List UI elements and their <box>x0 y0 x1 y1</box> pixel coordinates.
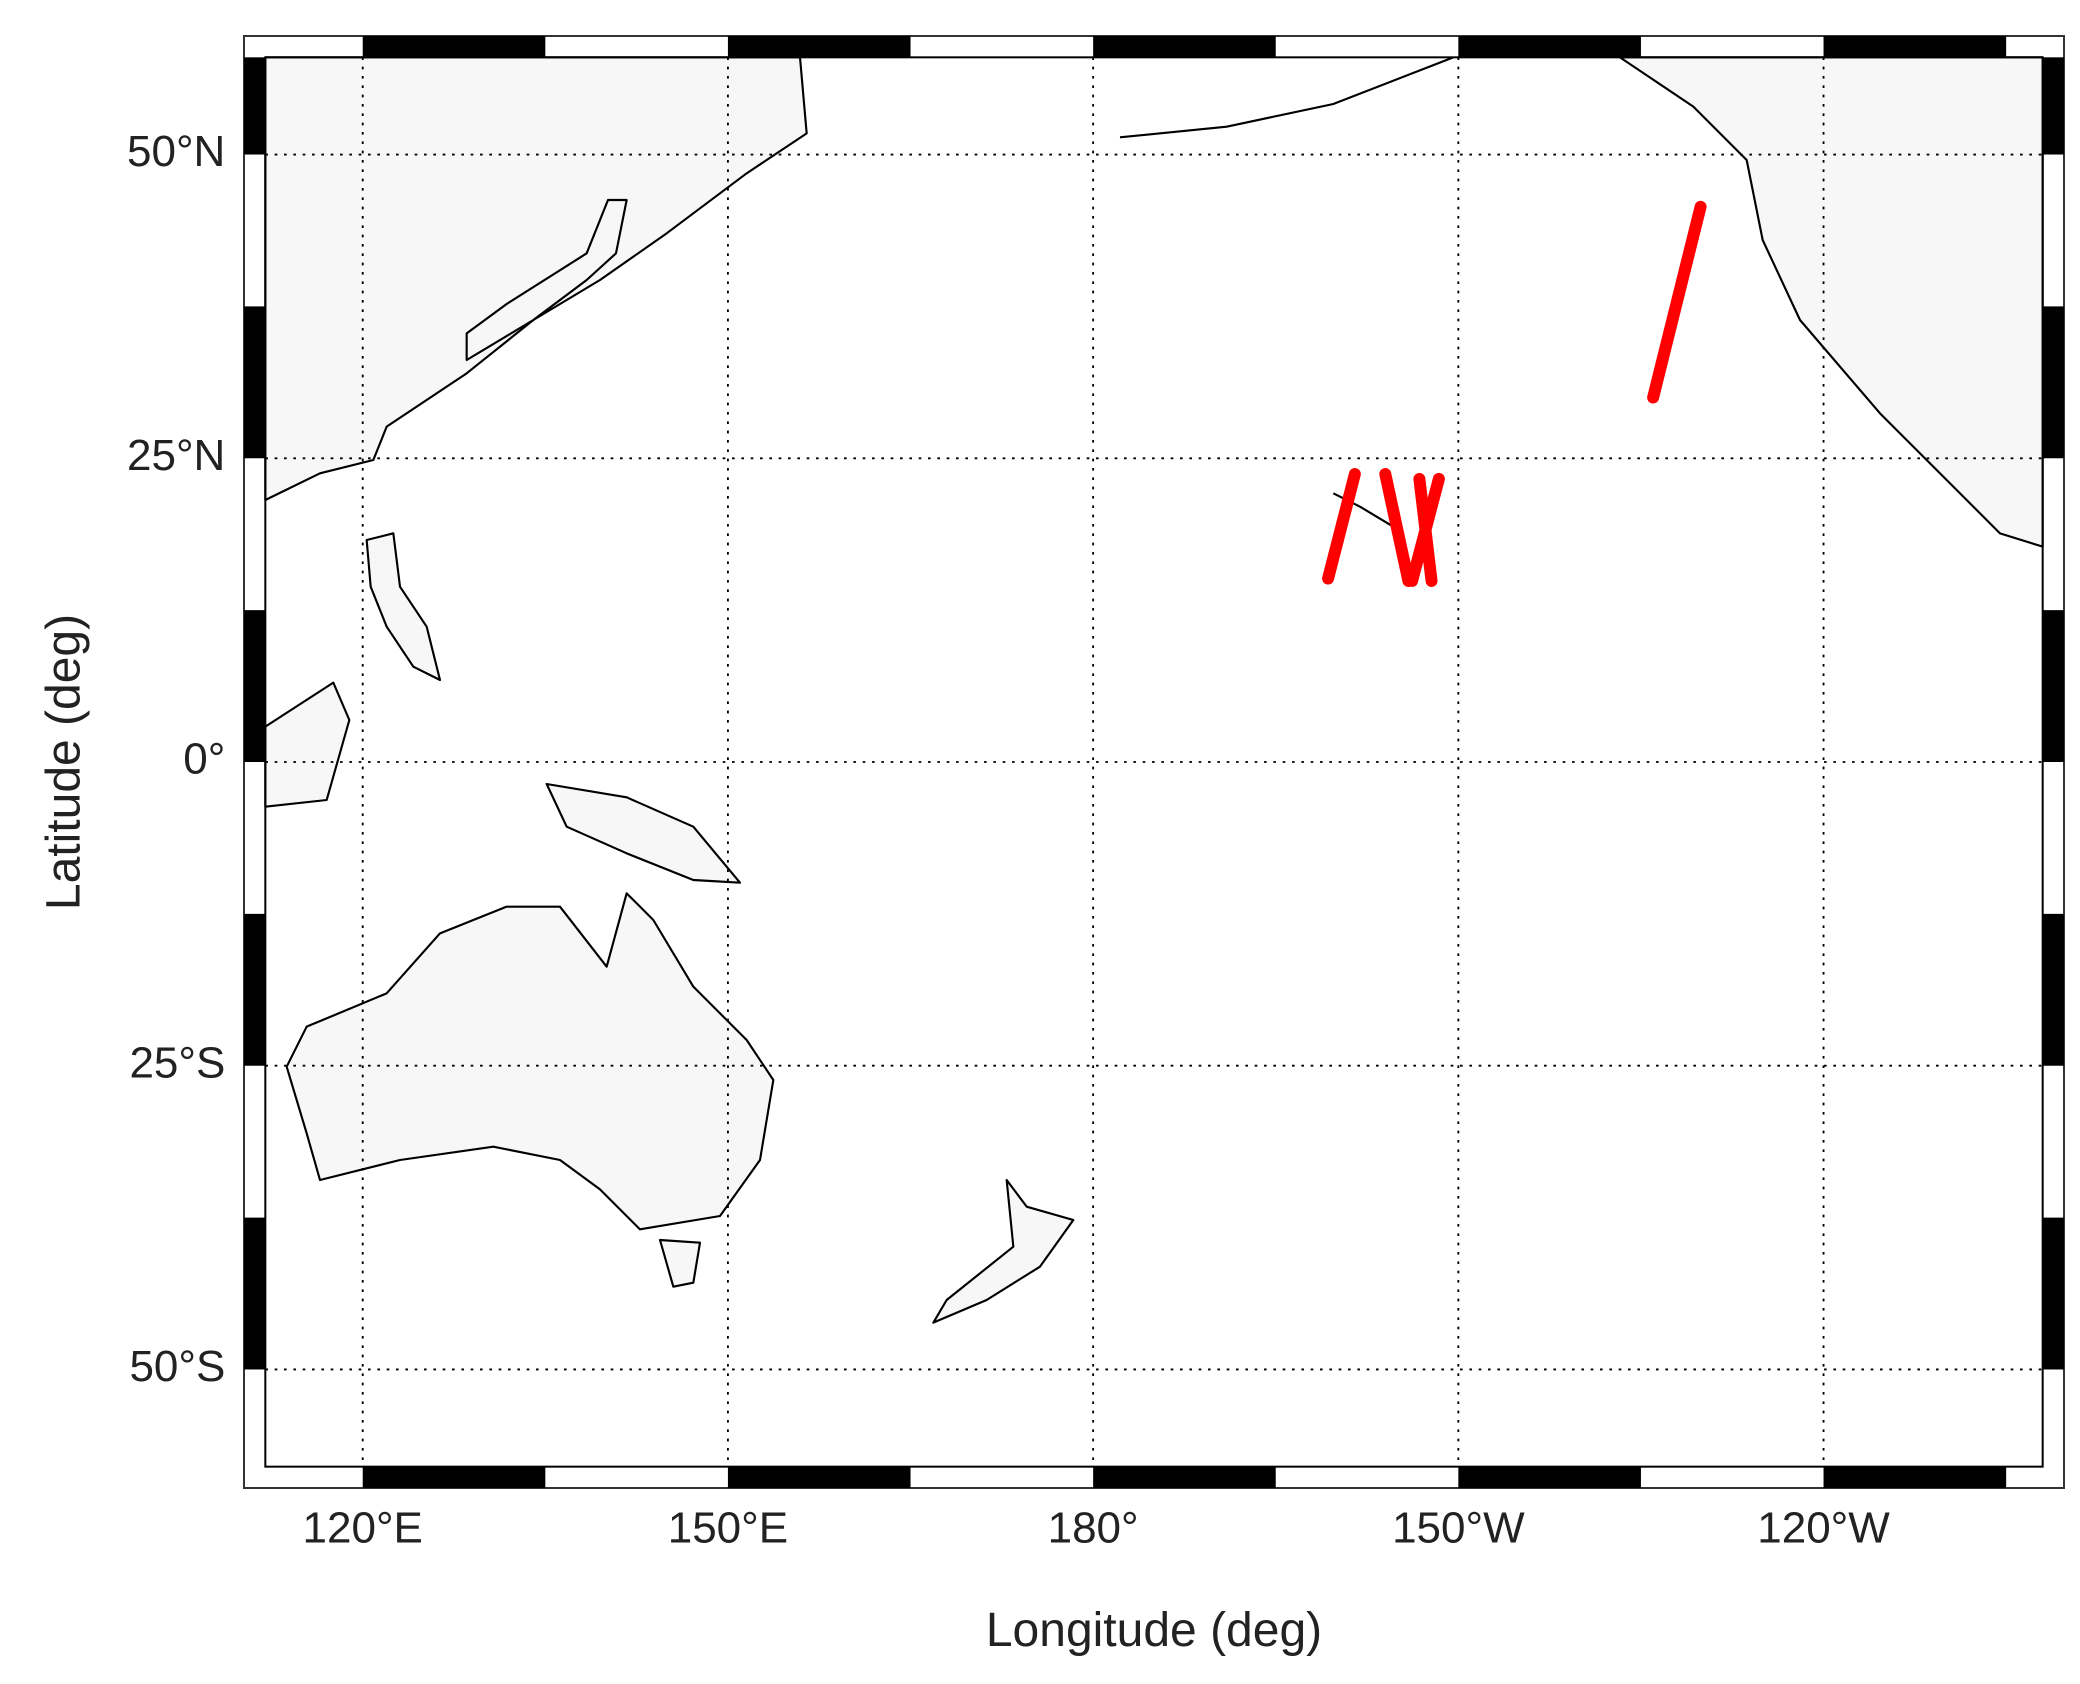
frame-segment <box>362 1466 546 1488</box>
y-axis-label: Latitude (deg) <box>37 614 90 910</box>
x-axis-label: Longitude (deg) <box>986 1604 1322 1657</box>
frame-segment <box>727 36 911 58</box>
track <box>1322 200 1707 587</box>
plot-border <box>264 56 2044 1468</box>
frame-segment <box>2042 913 2064 1066</box>
frame-segment <box>244 913 266 1066</box>
frame-segment <box>1823 36 2007 58</box>
hawaii <box>1332 492 1394 528</box>
frame-segment <box>1458 1466 1641 1488</box>
x-tick-label: 150°W <box>1392 1503 1525 1552</box>
frame-segment <box>2042 1217 2064 1370</box>
japan <box>465 198 628 362</box>
x-tick-label: 120°W <box>1757 1503 1890 1552</box>
x-tick-label: 150°E <box>668 1503 788 1552</box>
x-tick-label: 120°E <box>303 1503 423 1552</box>
frame-segment <box>244 57 266 155</box>
frame-segment <box>362 36 546 58</box>
aleutians <box>1119 56 1454 139</box>
frame-segment <box>1823 1466 2007 1488</box>
frame-segment <box>1458 36 1641 58</box>
y-tick-label: 50°S <box>129 1342 225 1391</box>
y-tick-label: 0° <box>183 735 225 784</box>
new-zealand <box>932 1178 1075 1324</box>
frame-segment <box>2042 57 2064 155</box>
frame-segment <box>244 610 266 762</box>
frame-segment <box>1093 1466 1276 1488</box>
frame-segment <box>244 306 266 459</box>
frame-segment <box>1093 36 1276 58</box>
frame-segment <box>244 1217 266 1370</box>
frame-segment <box>2042 610 2064 762</box>
frame-segment <box>2042 306 2064 459</box>
y-tick-label: 50°N <box>127 127 225 176</box>
australia <box>285 892 775 1231</box>
tasmania <box>658 1238 702 1288</box>
new-guinea <box>545 782 742 884</box>
asia <box>264 56 808 502</box>
philippines <box>365 532 442 682</box>
y-tick-label: 25°S <box>129 1038 225 1087</box>
y-tick-label: 25°N <box>127 431 225 480</box>
frame-segment <box>727 1466 911 1488</box>
coastlines <box>264 56 2044 1324</box>
x-tick-label: 180° <box>1048 1503 1139 1552</box>
